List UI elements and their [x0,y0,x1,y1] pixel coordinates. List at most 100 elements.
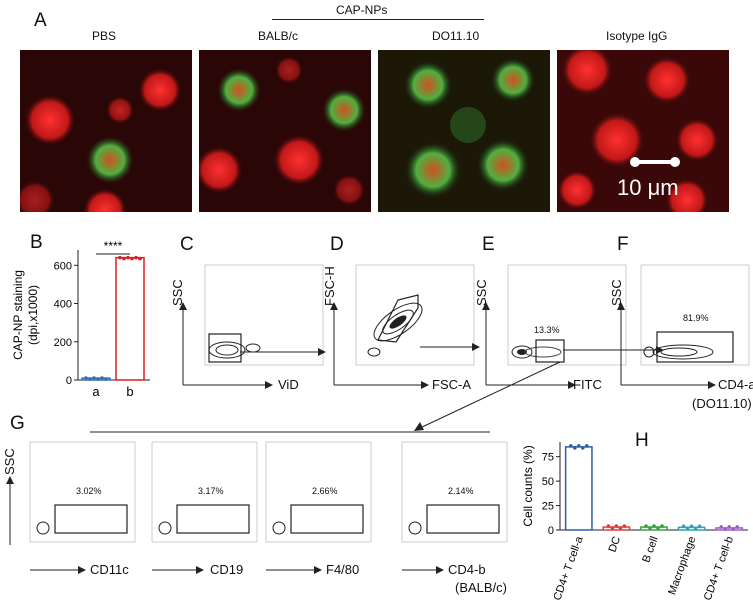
b-ytick-label: 600 [54,260,72,272]
flow-plot-g1 [29,441,136,543]
h-ylabel: Cell counts (%) [521,445,535,526]
plot-g3-pct: 2.66% [312,486,338,496]
b-ylabel-2: (dpi,x1000) [26,285,40,345]
b-ytick-label: 400 [54,299,72,311]
cap-nps-header: CAP-NPs [336,3,388,17]
h-point [569,444,573,448]
h-point [681,524,686,529]
h-xcat: CD4+ T cell-b [702,535,736,602]
plot-g3-xlabel: F4/80 [326,562,360,577]
panel-letter-b: B [30,232,43,253]
h-point [618,526,623,530]
h-ytick-label: 25 [542,501,554,513]
h-point [644,524,648,528]
micrograph-label-pbs: PBS [92,29,117,43]
micrograph-isotype [557,50,729,212]
h-point [581,446,585,450]
h-point [697,524,702,529]
micrograph-label-do1110: DO11.10 [432,29,480,43]
h-point [685,526,690,531]
h-point [648,526,652,530]
h-point [719,525,723,529]
plot-g4-xlabel: CD4-b [448,562,486,577]
b-point [104,377,108,381]
cap-nps-bracket-line [272,19,484,20]
h-point [585,444,589,448]
b-point [96,377,100,381]
micrograph-balbc [199,50,371,212]
plot-g2-pct: 3.17% [198,486,224,496]
h-xcat: DC [607,535,624,554]
b-ytick-label: 200 [54,337,72,349]
b-bar [81,377,111,381]
h-point [723,527,727,531]
panel-h-chart: 0 25 50 75 CD4+ T cell-a DC B cell Macrophage CD… [521,442,748,602]
flow-plot-f [617,264,750,389]
plot-g4-xlabel-sub: (BALB/c) [455,580,508,595]
plot-e-xlabel: FITC [573,377,602,392]
plot-e-pct: 13.3% [534,325,560,335]
h-point [622,524,627,528]
flow-plot-g2 [151,441,258,543]
plot-f-xlabel-sub: (DO11.10) [692,396,752,411]
plot-g1-xlabel: CD11c [90,562,129,577]
b-bar [115,256,145,381]
plot-f-xlabel: CD4-a [718,377,753,392]
b-ytick-label: 0 [66,375,72,387]
panel-g-yarrow [6,476,14,545]
b-point [138,256,142,261]
flow-plot-g3 [265,441,372,543]
flow-plot-d [330,264,475,389]
h-xcat: B cell [640,535,660,564]
panel-letter-c: C [180,234,194,255]
panel-g-xarrows [30,566,444,574]
h-point [689,524,694,529]
b-xcat: a [92,384,100,399]
h-point [693,526,698,531]
b-xcat: b [126,384,133,399]
h-point [656,526,660,530]
flow-plot-c [179,264,324,389]
h-bar [564,446,593,531]
h-ytick-label: 50 [542,476,554,488]
b-point [118,255,122,260]
plot-d-xlabel: FSC-A [432,377,471,392]
h-ytick-label: 75 [542,452,554,464]
h-point [614,524,619,528]
h-xcat: Macrophage [666,535,698,597]
h-point [652,524,656,528]
h-point [660,524,664,528]
scale-bar-label: 10 μm [617,175,679,200]
h-point [610,526,615,530]
panel-letter-g: G [10,413,25,434]
flow-plot-g4 [401,441,508,543]
h-xcat: CD4+ T cell-a [551,534,586,602]
micrograph-do1110 [378,50,550,212]
b-point [130,256,134,261]
plot-f-pct: 81.9% [683,313,709,323]
panel-b-chart: 0 200 400 600 a b **** CAP-NP staining (dpi,x100… [11,239,150,399]
plot-g2-xlabel: CD19 [210,562,244,577]
h-point [573,446,577,450]
plot-g1-pct: 3.02% [76,486,102,496]
b-sig-label: **** [104,239,123,253]
b-point [100,376,104,380]
micrograph-pbs [20,50,192,212]
b-point [134,255,138,260]
b-point [84,376,88,380]
b-point [92,376,96,380]
plot-c-xlabel: ViD [278,377,299,392]
h-point [731,527,735,531]
micrograph-label-balbc: BALB/c [258,29,299,43]
h-point [735,525,739,529]
b-point [122,256,126,261]
panel-letter-e: E [482,234,495,255]
b-point [88,377,92,381]
panel-letter-f: F [617,234,629,255]
b-ylabel: CAP-NP staining [11,270,25,360]
h-point [727,525,731,529]
panel-letter-a: A [34,10,47,31]
flow-plot-e [482,264,627,389]
b-point [126,255,130,260]
